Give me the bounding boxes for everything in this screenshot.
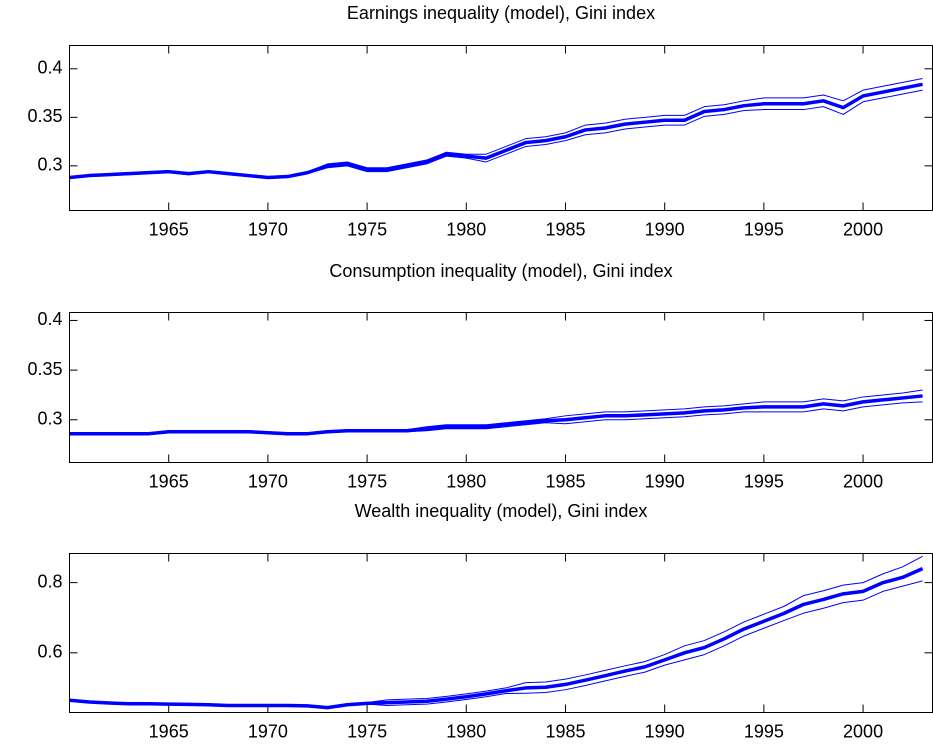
plot-area (69, 45, 933, 211)
x-tick-label: 1975 (347, 721, 387, 741)
x-tick-label: 1995 (744, 471, 784, 491)
x-tick-label: 2000 (843, 721, 883, 741)
y-tick-label: 0.35 (27, 106, 62, 126)
y-tick-label: 0.3 (37, 409, 62, 429)
x-tick-label: 1990 (645, 471, 685, 491)
plot-lines (69, 78, 923, 180)
x-tick-label: 1980 (446, 471, 486, 491)
x-tick-label: 1975 (347, 219, 387, 239)
plot-lines (69, 389, 923, 436)
y-tick-label: 0.4 (37, 309, 62, 329)
subplot: Wealth inequality (model), Gini index 196… (37, 501, 933, 741)
x-tick-label: 1980 (446, 219, 486, 239)
x-tick-label: 1985 (545, 219, 585, 239)
x-tick-label: 1965 (149, 721, 189, 741)
y-tick-label: 0.3 (37, 155, 62, 175)
series-line (69, 394, 923, 436)
x-tick-label: 1965 (149, 471, 189, 491)
plot-area (69, 553, 933, 713)
chart-title: Earnings inequality (model), Gini index (347, 3, 655, 23)
y-tick-label: 0.35 (27, 359, 62, 379)
subplot: Consumption inequality (model), Gini ind… (27, 261, 933, 491)
x-tick-label: 2000 (843, 471, 883, 491)
plot-lines (69, 555, 924, 710)
x-tick-label: 1980 (446, 721, 486, 741)
x-tick-label: 1985 (545, 471, 585, 491)
x-tick-label: 1970 (248, 721, 288, 741)
x-tick-label: 1965 (149, 219, 189, 239)
y-tick-label: 0.6 (37, 642, 62, 662)
y-tick-label: 0.4 (37, 58, 62, 78)
plot-area (69, 312, 933, 463)
x-tick-label: 1990 (645, 721, 685, 741)
series-line (69, 566, 924, 710)
x-tick-label: 1985 (545, 721, 585, 741)
x-tick-label: 1995 (744, 219, 784, 239)
x-tick-label: 1990 (645, 219, 685, 239)
x-tick-label: 1995 (744, 721, 784, 741)
chart-title: Wealth inequality (model), Gini index (355, 501, 648, 521)
series-line (69, 82, 923, 180)
x-tick-label: 1975 (347, 471, 387, 491)
subplot: Earnings inequality (model), Gini index 1… (27, 3, 933, 239)
x-tick-label: 1970 (248, 471, 288, 491)
x-tick-label: 1970 (248, 219, 288, 239)
chart-title: Consumption inequality (model), Gini ind… (329, 261, 672, 281)
y-tick-label: 0.8 (37, 571, 62, 591)
x-tick-label: 2000 (843, 219, 883, 239)
